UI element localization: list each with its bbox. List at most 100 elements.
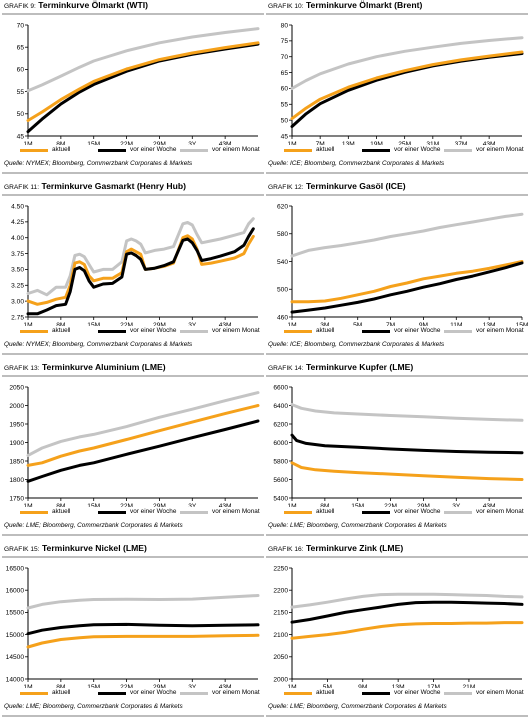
x-tick-label: 15M	[87, 503, 100, 507]
y-tick-label: 50	[281, 117, 289, 124]
y-tick-label: 70	[281, 54, 289, 61]
chart-panel-9: Grafik 9: Terminkurve Ölmarkt (WTI) 45 50 5…	[2, 0, 264, 178]
y-tick-label: 60	[17, 67, 25, 74]
chart-number: Grafik 16:	[268, 546, 304, 553]
y-tick-label: 2050	[273, 654, 288, 661]
x-tick-label: 11M	[450, 322, 462, 326]
legend-swatch	[444, 511, 472, 514]
y-tick-label: 2000	[9, 403, 24, 410]
series-line-actual	[26, 41, 260, 122]
y-tick-label: 1800	[9, 477, 24, 484]
legend-label: aktuell	[316, 146, 335, 153]
legend-label: aktuell	[52, 327, 71, 334]
legend-swatch	[20, 330, 48, 333]
bottom-rule	[2, 353, 264, 355]
source-note: Quelle: LME; Bloomberg, Commerzbank Corp…	[4, 522, 183, 529]
y-tick-label: 70	[17, 22, 25, 29]
chart-name: Terminkurve Gasmarkt (Henry Hub)	[41, 181, 186, 191]
x-tick-label: 1M	[23, 503, 32, 507]
line-chart: 2.75 3.00 3.25 3.50 3.75 4.00 4.25 4.50 1M 8M 15M 2…	[11, 203, 258, 326]
x-tick-label: 3M	[320, 322, 329, 326]
legend-label: vor einem Monat	[212, 508, 260, 515]
x-tick-label: 15M	[87, 684, 100, 688]
x-tick-label: 29M	[153, 503, 166, 507]
legend-swatch	[98, 149, 126, 152]
x-tick-label: 19M	[370, 141, 383, 145]
chart-panel-14: Grafik 14: Terminkurve Kupfer (LME) 5400 5…	[266, 362, 528, 540]
x-tick-label: 22M	[120, 322, 133, 326]
y-tick-label: 5800	[273, 458, 288, 465]
x-tick-label: 21M	[463, 684, 476, 688]
y-tick-label: 2000	[273, 676, 288, 683]
x-tick-label: 43M	[483, 141, 496, 145]
chart-panel-16: Grafik 16: Terminkurve Zink (LME) 2000 205…	[266, 543, 528, 721]
y-tick-label: 500	[277, 287, 288, 294]
y-tick-label: 540	[277, 259, 288, 266]
y-tick-label: 2250	[273, 565, 288, 572]
chart-number: Grafik 12:	[268, 184, 304, 191]
x-tick-label: 3Y	[452, 503, 461, 507]
y-tick-label: 3.00	[11, 298, 24, 305]
x-tick-label: 15M	[516, 322, 528, 326]
legend-label: vor einem Monat	[476, 146, 524, 153]
legend-label: vor einem Monat	[476, 689, 524, 696]
chart-name: Terminkurve Ölmarkt (WTI)	[38, 0, 148, 10]
series-line-actual	[290, 260, 524, 304]
y-tick-label: 60	[281, 86, 289, 93]
x-tick-label: 25M	[398, 141, 411, 145]
y-tick-label: 5600	[273, 477, 288, 484]
bottom-rule	[2, 172, 264, 174]
legend-label: aktuell	[52, 689, 71, 696]
y-tick-label: 3.75	[11, 251, 24, 258]
chart-name: Terminkurve Nickel (LME)	[41, 543, 147, 553]
legend-swatch	[362, 330, 390, 333]
legend: aktuell vor einer Woche vor einem Monat	[284, 688, 528, 698]
series-line-month	[290, 403, 524, 422]
y-tick-label: 2.75	[11, 314, 24, 321]
x-tick-label: 13M	[483, 322, 496, 326]
y-tick-label: 5400	[273, 495, 288, 502]
source-note: Quelle: LME; Bloomberg, Commerzbank Corp…	[268, 703, 447, 710]
legend-swatch	[444, 149, 472, 152]
x-tick-label: 5M	[353, 322, 362, 326]
series-line-month	[26, 217, 255, 297]
bottom-rule	[266, 534, 528, 536]
legend-label: aktuell	[316, 508, 335, 515]
legend-swatch	[444, 692, 472, 695]
source-note: Quelle: NYMEX; Bloomberg, Commerzbank Co…	[4, 160, 193, 167]
source-note: Quelle: ICE; Bloomberg, Commerzbank Corp…	[268, 341, 445, 348]
chart-name: Terminkurve Zink (LME)	[305, 543, 404, 553]
y-tick-label: 1850	[9, 458, 24, 465]
legend-swatch	[20, 511, 48, 514]
y-tick-label: 16500	[6, 565, 25, 572]
x-tick-label: 37M	[455, 141, 468, 145]
legend-swatch	[362, 511, 390, 514]
y-tick-label: 1950	[9, 421, 24, 428]
legend-label: aktuell	[316, 689, 335, 696]
legend-label: vor einem Monat	[476, 327, 524, 334]
legend: aktuell vor einer Woche vor einem Monat	[284, 326, 528, 336]
bottom-rule	[266, 715, 528, 717]
y-tick-label: 15000	[6, 632, 25, 639]
x-tick-label: 8M	[320, 503, 329, 507]
chart-number: Grafik 9:	[4, 3, 36, 10]
x-tick-label: 3Y	[188, 322, 197, 326]
chart-name: Terminkurve Kupfer (LME)	[305, 362, 414, 372]
x-tick-label: 15M	[87, 322, 100, 326]
chart-title: Grafik 14: Terminkurve Kupfer (LME)	[268, 362, 413, 374]
chart-number: Grafik 14:	[268, 365, 304, 372]
y-tick-label: 1900	[9, 440, 24, 447]
line-chart: 2000 2050 2100 2150 2200 2250 1M 5M 9M 13M 17M 21M	[273, 565, 524, 688]
x-tick-label: 9M	[358, 684, 367, 688]
line-chart: 460 500 540 580 620 1M 3M 5M 7M 9M 11M 13M 15M	[277, 203, 528, 326]
y-tick-label: 55	[17, 89, 25, 96]
chart-title: Grafik 11: Terminkurve Gasmarkt (Henry H…	[4, 181, 186, 193]
series-line-week	[26, 419, 260, 483]
legend-label: vor einer Woche	[394, 146, 441, 153]
y-tick-label: 45	[281, 133, 289, 140]
chart-panel-12: Grafik 12: Terminkurve Gasöl (ICE) 460 500…	[266, 181, 528, 359]
x-tick-label: 13M	[392, 684, 405, 688]
legend-label: vor einem Monat	[212, 689, 260, 696]
chart-panel-11: Grafik 11: Terminkurve Gasmarkt (Henry H…	[2, 181, 264, 359]
series-line-actual	[26, 633, 260, 649]
